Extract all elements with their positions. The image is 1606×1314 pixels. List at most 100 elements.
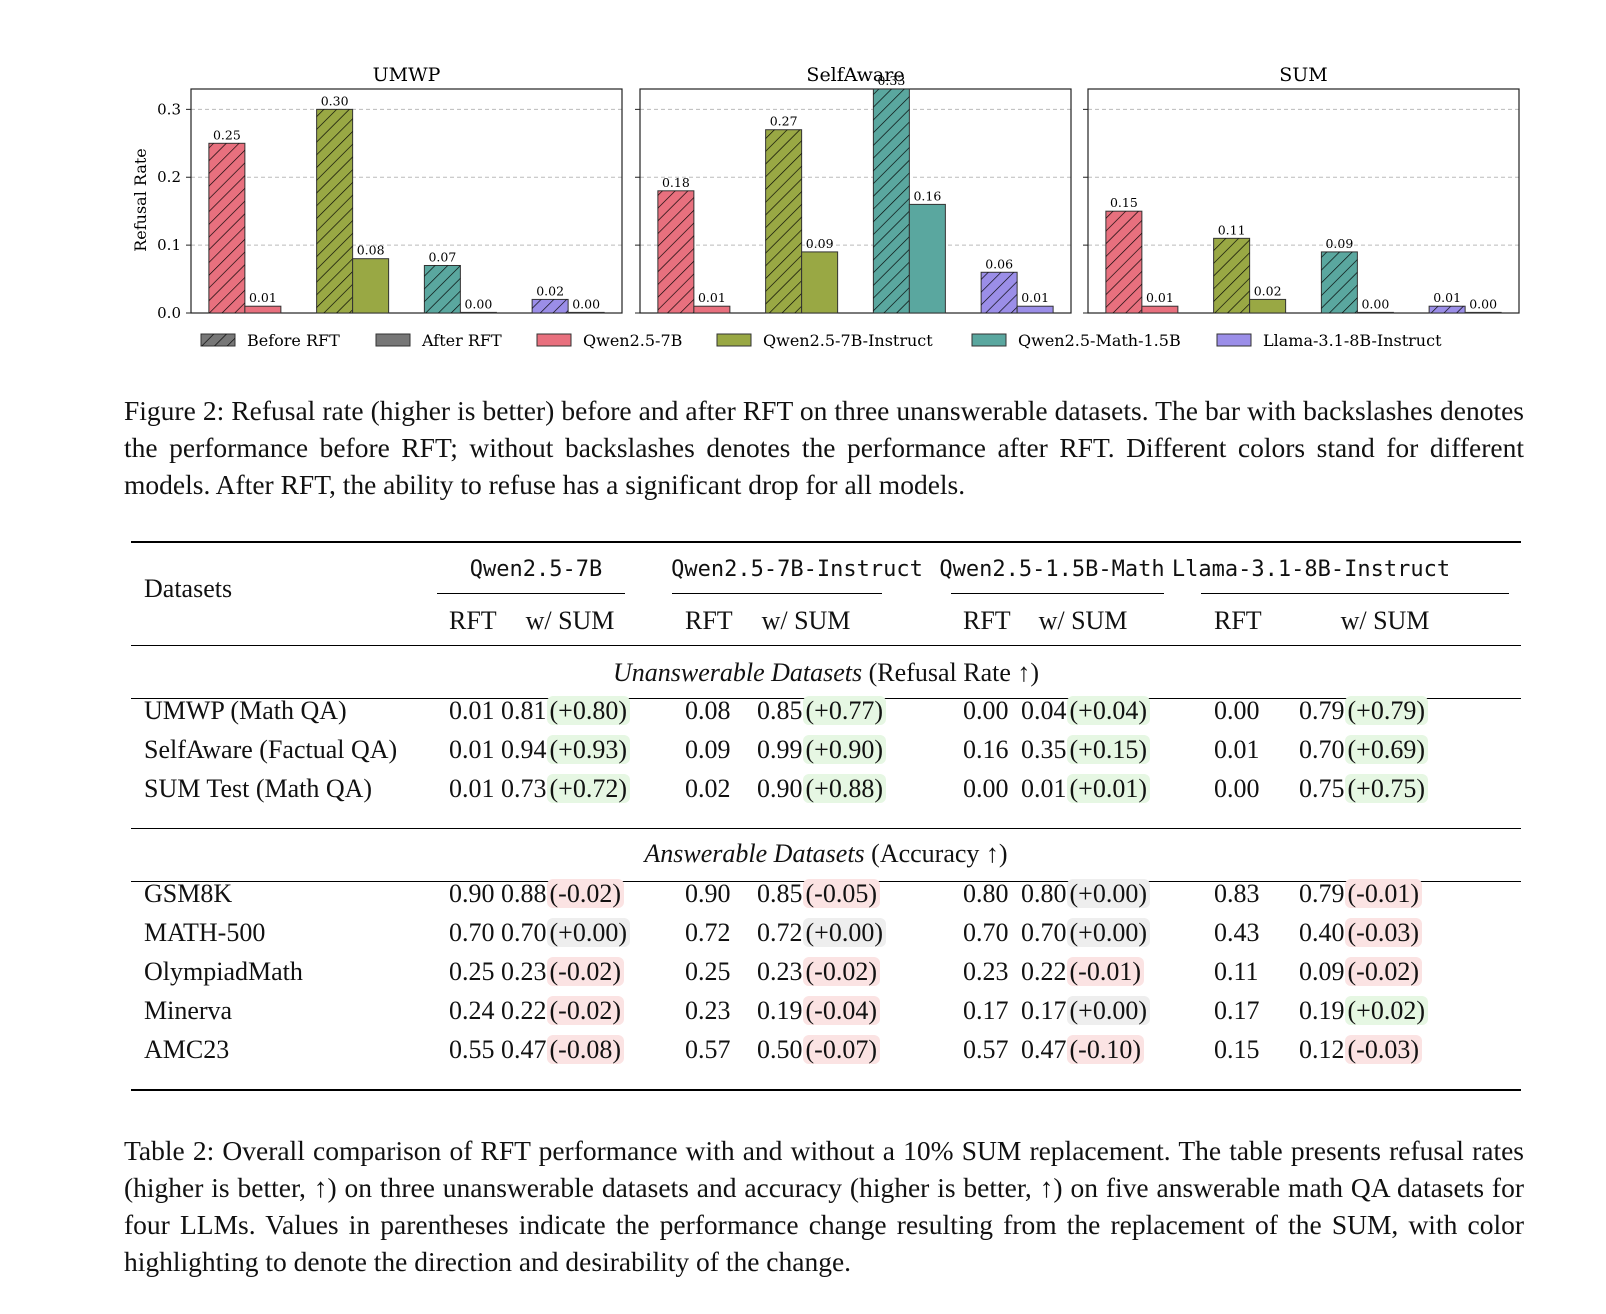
rft-value: 0.00 — [1214, 774, 1260, 803]
bar-hatch — [424, 265, 461, 313]
data-label: 0.01 — [698, 290, 726, 305]
sum-value-with-delta: 0.70 (+0.69) — [1299, 735, 1428, 765]
sum-value-with-delta: 0.72 (+0.00) — [757, 918, 886, 948]
legend-label: After RFT — [421, 331, 502, 350]
sum-value-with-delta: 0.23 (-0.02) — [501, 957, 624, 987]
model-header: Qwen2.5-1.5B-Math — [939, 557, 1165, 582]
bar-hatch — [532, 299, 569, 313]
sum-value-with-delta: 0.22 (-0.01) — [1021, 957, 1144, 987]
plot-frame — [190, 88, 623, 314]
data-label: 0.09 — [806, 236, 834, 251]
sum-value-with-delta: 0.90 (+0.88) — [757, 774, 886, 804]
datasets-header: Datasets — [144, 574, 233, 603]
data-label: 0.00 — [572, 296, 600, 311]
plot-frame — [639, 88, 1072, 314]
rft-value: 0.17 — [963, 996, 1009, 1025]
sum-value-with-delta: 0.09 (-0.02) — [1299, 957, 1422, 987]
section-answerable: Answerable Datasets (Accuracy ↑) — [644, 839, 1008, 868]
data-label: 0.01 — [1433, 290, 1461, 305]
y-tick-label: 0.1 — [157, 236, 181, 254]
data-label: 0.00 — [464, 296, 492, 311]
rft-value: 0.09 — [685, 735, 731, 764]
table-row-label: Minerva — [144, 996, 233, 1025]
bar-after-qwen2-5-7b — [1141, 305, 1179, 314]
bar-after-qwen2-5-7b — [693, 305, 731, 314]
legend-swatch-1 — [375, 333, 411, 347]
legend-label: Qwen2.5-Math-1.5B — [1018, 331, 1181, 350]
data-label: 0.01 — [249, 290, 277, 305]
bar-after-llama-3-1-8b-instruct — [1016, 305, 1054, 314]
data-label: 0.18 — [662, 175, 690, 190]
bar-hatch — [1321, 251, 1358, 313]
sum-value-with-delta: 0.17 (+0.00) — [1021, 996, 1150, 1026]
data-label: 0.09 — [1325, 236, 1353, 251]
data-label: 0.00 — [1469, 296, 1497, 311]
y-tick-label: 0.2 — [157, 168, 181, 186]
table-row-label: GSM8K — [144, 879, 233, 908]
legend-hatch — [201, 334, 235, 346]
sum-value-with-delta: 0.19 (-0.04) — [757, 996, 880, 1026]
rft-value: 0.00 — [963, 774, 1009, 803]
results-table: Datasets Qwen2.5-7B RFT w/ SUM Qwen2.5-7B-In… — [131, 541, 1521, 1107]
table-bottom-rule — [131, 1089, 1521, 1091]
sum-value-with-delta: 0.73 (+0.72) — [501, 774, 630, 804]
rft-subheader: RFT — [449, 606, 497, 635]
bar-hatch — [1105, 211, 1142, 313]
chart-legend: Before RFT After RFT Qwen2.5-7B Qwen2.5-7B-… — [200, 331, 1442, 350]
rft-value: 0.11 — [1214, 957, 1259, 986]
rft-value: 0.25 — [449, 957, 495, 986]
y-axis-label: Refusal Rate — [131, 148, 150, 252]
rft-value: 0.23 — [963, 957, 1009, 986]
header-rule — [131, 645, 1521, 646]
bar-after-llama-3-1-8b-instruct — [567, 311, 605, 314]
legend-label: Qwen2.5-7B-Instruct — [763, 331, 933, 350]
data-label: 0.00 — [1361, 296, 1389, 311]
legend-label: Before RFT — [247, 331, 340, 350]
sum-value-with-delta: 0.79 (+0.79) — [1299, 696, 1428, 726]
sum-value-with-delta: 0.47 (-0.08) — [501, 1035, 624, 1065]
rft-value: 0.55 — [449, 1035, 495, 1064]
bar-hatch — [316, 109, 353, 313]
table-row-label: SelfAware (Factual QA) — [144, 735, 398, 764]
rft-subheader: RFT — [963, 606, 1011, 635]
sum-value-with-delta: 0.04 (+0.04) — [1021, 696, 1150, 726]
rft-value: 0.83 — [1214, 879, 1260, 908]
data-label: 0.06 — [985, 256, 1013, 271]
section-rule — [131, 828, 1521, 829]
table-top-rule — [131, 541, 1521, 543]
data-label: 0.25 — [213, 127, 241, 142]
sum-value-with-delta: 0.22 (-0.02) — [501, 996, 624, 1026]
data-label: 0.01 — [1021, 290, 1049, 305]
sum-value-with-delta: 0.80 (+0.00) — [1021, 879, 1150, 909]
rft-value: 0.00 — [963, 696, 1009, 725]
data-label: 0.27 — [770, 114, 798, 129]
sum-value-with-delta: 0.50 (-0.07) — [757, 1035, 880, 1065]
bar-hatch — [873, 89, 910, 313]
model-underline — [1201, 593, 1509, 594]
model-underline — [951, 593, 1164, 594]
sum-value-with-delta: 0.47 (-0.10) — [1021, 1035, 1144, 1065]
rft-value: 0.24 — [449, 996, 495, 1025]
bar-hatch — [1213, 238, 1250, 313]
panel-title: UMWP — [373, 64, 441, 86]
model-underline — [437, 593, 625, 594]
rft-value: 0.08 — [685, 696, 731, 725]
sum-subheader: w/ SUM — [1038, 606, 1128, 635]
rft-value: 0.01 — [449, 696, 495, 725]
legend-swatch-4 — [971, 333, 1007, 347]
data-label: 0.16 — [913, 188, 941, 203]
data-label: 0.01 — [1146, 290, 1174, 305]
data-label: 0.08 — [357, 243, 385, 258]
sum-value-with-delta: 0.99 (+0.90) — [757, 735, 886, 765]
rft-subheader: RFT — [685, 606, 733, 635]
sum-value-with-delta: 0.85 (-0.05) — [757, 879, 880, 909]
model-underline — [672, 593, 882, 594]
rft-subheader: RFT — [1214, 606, 1262, 635]
sum-value-with-delta: 0.75 (+0.75) — [1299, 774, 1428, 804]
rft-value: 0.01 — [449, 774, 495, 803]
rft-value: 0.00 — [1214, 696, 1260, 725]
bar-hatch — [1429, 306, 1466, 313]
data-label: 0.02 — [536, 283, 564, 298]
rft-value: 0.70 — [963, 918, 1009, 947]
sum-value-with-delta: 0.79 (-0.01) — [1299, 879, 1422, 909]
